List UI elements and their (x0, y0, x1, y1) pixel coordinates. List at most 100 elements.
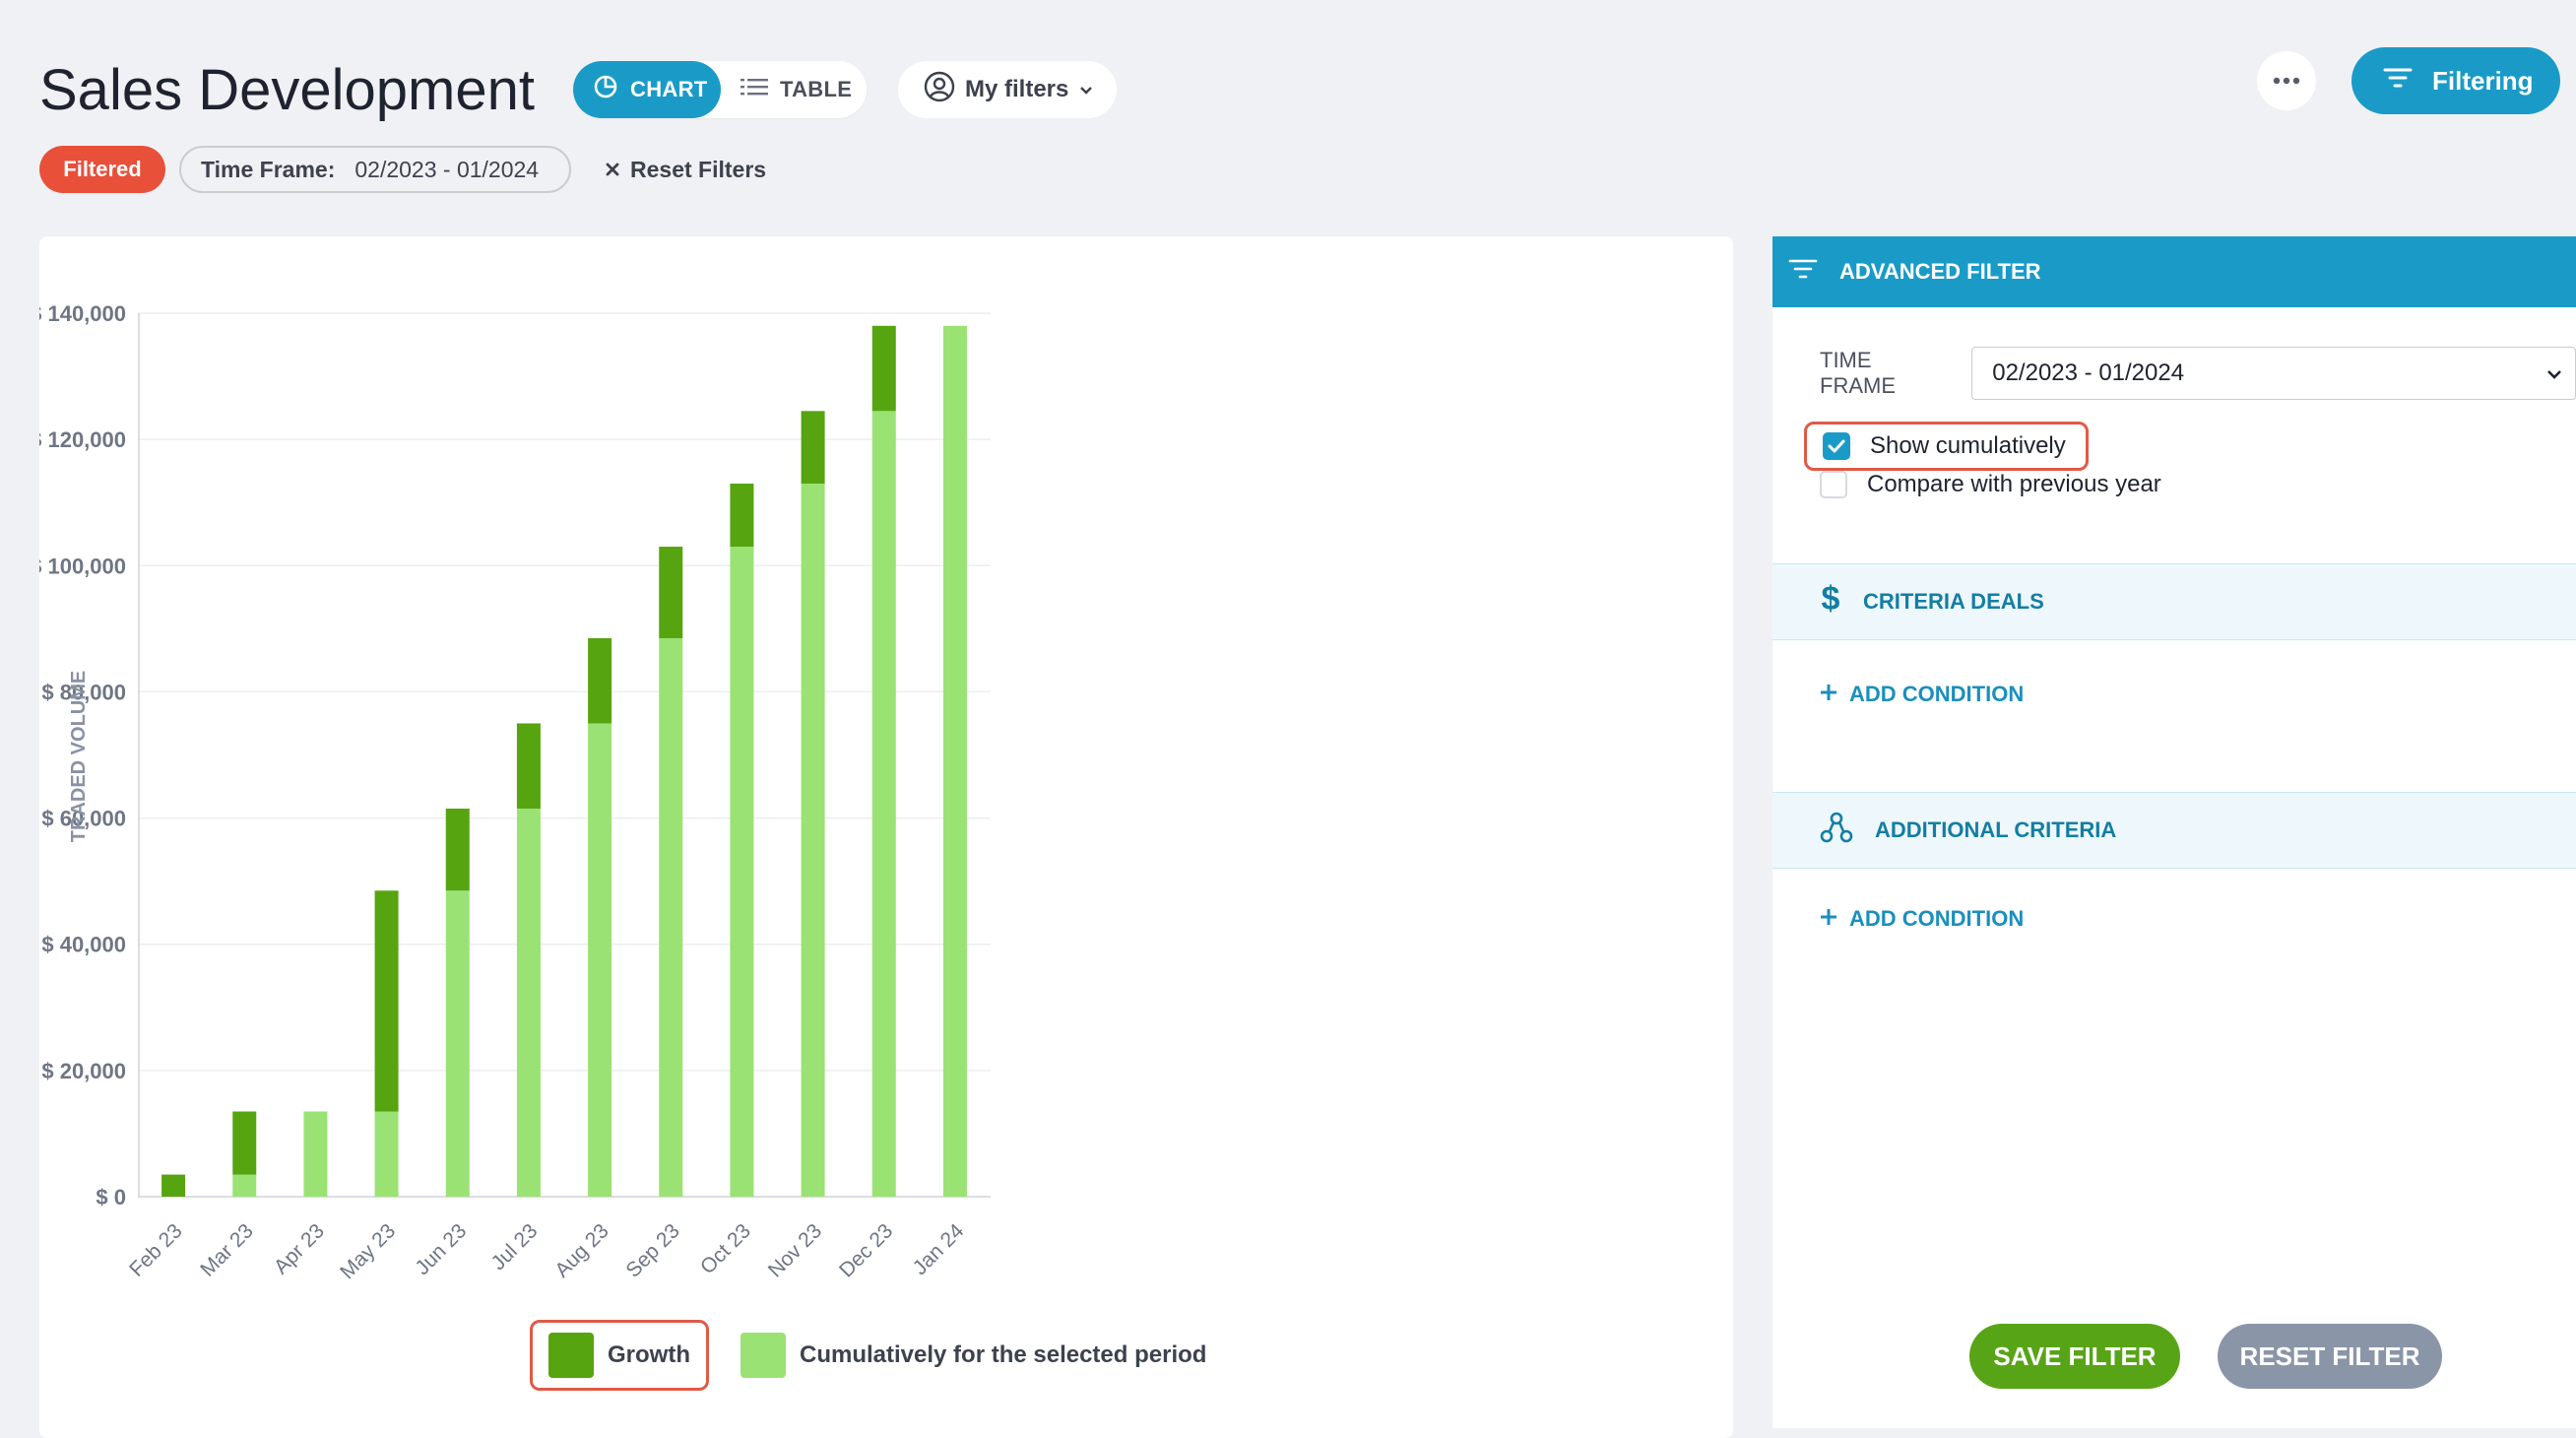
show-cumulatively-option[interactable]: Show cumulatively (1804, 422, 2089, 471)
bar-segment[interactable] (303, 1111, 328, 1197)
show-cumulatively-checkbox[interactable] (1823, 432, 1850, 460)
table-view-button[interactable]: TABLE (721, 61, 852, 118)
more-options-button[interactable] (2257, 51, 2316, 110)
bar-segment[interactable] (516, 723, 541, 809)
chart-card: $ 0 $ 20,000 $ 40,000 $ 60,000 $ 80,000 $ 100… (39, 236, 1733, 1438)
bar-segment[interactable] (659, 637, 683, 1197)
compare-previous-year-label: Compare with previous year (1867, 471, 2161, 497)
legend-label-cumulative: Cumulatively for the selected period (800, 1341, 1207, 1368)
close-icon (605, 157, 620, 183)
pie-chart-icon (593, 74, 618, 105)
bar-segment[interactable] (161, 1174, 186, 1197)
x-tick-label: Dec 23 (835, 1219, 897, 1281)
filter-lines-icon (1788, 258, 1818, 286)
bar-segment[interactable] (516, 808, 541, 1197)
plus-icon (1820, 906, 1837, 932)
timeframe-chip-label: Time Frame: (201, 156, 336, 182)
bar-segment[interactable] (588, 723, 612, 1197)
bar-segment[interactable] (232, 1111, 257, 1175)
y-tick-label: $ 20,000 (41, 1059, 126, 1083)
plus-icon (1820, 682, 1837, 707)
bar-segment[interactable] (659, 547, 683, 638)
my-filters-label: My filters (965, 76, 1069, 102)
time-frame-row: TIME FRAME 02/2023 - 01/2024 (1820, 347, 2576, 400)
x-tick-label: Mar 23 (196, 1219, 257, 1280)
chart-view-label: CHART (630, 77, 708, 101)
criteria-deals-section[interactable]: $ CRITERIA DEALS (1772, 563, 2576, 640)
add-condition-deals-label: ADD CONDITION (1849, 682, 2025, 706)
reset-filters-label: Reset Filters (630, 156, 767, 182)
save-filter-button[interactable]: SAVE FILTER (1969, 1324, 2180, 1389)
add-condition-additional-button[interactable]: ADD CONDITION (1820, 906, 2024, 932)
x-tick-label: Jul 23 (487, 1219, 543, 1275)
time-frame-select-value: 02/2023 - 01/2024 (1992, 360, 2185, 386)
list-icon (741, 76, 768, 103)
page-title: Sales Development (39, 58, 535, 122)
svg-text:$: $ (1822, 582, 1840, 616)
bar-segment[interactable] (730, 483, 754, 548)
panel-header-label: ADVANCED FILTER (1839, 259, 2041, 284)
chart-view-button[interactable]: CHART (573, 61, 721, 118)
user-circle-icon (924, 71, 955, 109)
y-axis-label: TRADED VOLUME (68, 671, 90, 842)
advanced-filter-panel: ADVANCED FILTER TIME FRAME 02/2023 - 01/… (1772, 236, 2576, 1428)
bar-segment[interactable] (374, 1111, 399, 1197)
ellipsis-icon (2273, 72, 2300, 90)
reset-filter-button[interactable]: RESET FILTER (2218, 1324, 2442, 1389)
additional-criteria-section[interactable]: ADDITIONAL CRITERIA (1772, 792, 2576, 869)
additional-criteria-label: ADDITIONAL CRITERIA (1875, 817, 2117, 842)
criteria-deals-label: CRITERIA DEALS (1863, 589, 2044, 614)
time-frame-select[interactable]: 02/2023 - 01/2024 (1971, 347, 2576, 400)
x-tick-label: Feb 23 (125, 1219, 187, 1281)
x-tick-label: Sep 23 (621, 1219, 683, 1281)
x-tick-label: May 23 (336, 1219, 400, 1283)
bar-segment[interactable] (588, 637, 612, 724)
reset-filters-link[interactable]: Reset Filters (605, 146, 766, 193)
add-condition-deals-button[interactable]: ADD CONDITION (1820, 682, 2024, 707)
filtering-button[interactable]: Filtering (2351, 47, 2560, 114)
y-tick-label: $ 80,000 (41, 680, 126, 704)
y-tick-label: $ 120,000 (39, 427, 126, 452)
my-filters-dropdown[interactable]: My filters (898, 61, 1117, 118)
legend-item-cumulative[interactable]: Cumulatively for the selected period (741, 1333, 1206, 1378)
y-tick-label: $ 100,000 (39, 554, 126, 578)
x-tick-label: Nov 23 (764, 1219, 826, 1281)
filtered-badge: Filtered (39, 146, 165, 193)
bar-segment[interactable] (374, 890, 399, 1112)
bar-segment[interactable] (232, 1174, 257, 1197)
view-toggle: CHART TABLE (573, 61, 867, 118)
bar-segment[interactable] (942, 325, 967, 1197)
x-tick-label: Oct 23 (696, 1219, 755, 1278)
y-tick-label: $ 0 (96, 1185, 126, 1209)
bar-segment[interactable] (730, 547, 754, 1197)
timeframe-chip[interactable]: Time Frame: 02/2023 - 01/2024 (179, 146, 571, 193)
checkmark-icon (1828, 439, 1845, 453)
y-tick-label: $ 60,000 (41, 807, 126, 831)
compare-previous-year-checkbox[interactable] (1820, 471, 1847, 498)
y-tick-label: $ 140,000 (39, 301, 126, 326)
bar-segment[interactable] (801, 411, 825, 484)
bar-chart: $ 0 $ 20,000 $ 40,000 $ 60,000 $ 80,000 $ 100… (39, 301, 991, 1283)
bar-segment[interactable] (801, 483, 825, 1197)
connected-nodes-icon (1820, 811, 1853, 850)
bar-segment[interactable] (445, 890, 470, 1197)
filtering-label: Filtering (2432, 65, 2534, 96)
x-tick-label: Apr 23 (270, 1219, 329, 1278)
add-condition-additional-label: ADD CONDITION (1849, 906, 2025, 931)
legend-swatch-cumulative (741, 1333, 786, 1378)
chevron-down-icon (1078, 76, 1094, 103)
x-tick-label: Aug 23 (550, 1219, 612, 1281)
table-view-label: TABLE (780, 77, 853, 101)
dollar-icon: $ (1820, 580, 1841, 621)
filter-lines-icon (2383, 66, 2413, 97)
bar-segment[interactable] (445, 808, 470, 891)
bar-segment[interactable] (871, 411, 896, 1197)
bar-segment[interactable] (871, 325, 896, 412)
legend-item-growth[interactable]: Growth (530, 1320, 709, 1391)
show-cumulatively-label: Show cumulatively (1870, 432, 2066, 459)
chart-legend: Growth Cumulatively for the selected per… (530, 1320, 1206, 1391)
compare-previous-year-option[interactable]: Compare with previous year (1820, 471, 2161, 498)
time-frame-label: TIME FRAME (1820, 348, 1896, 398)
timeframe-chip-value: 02/2023 - 01/2024 (354, 156, 540, 182)
x-tick-label: Jun 23 (411, 1219, 471, 1279)
